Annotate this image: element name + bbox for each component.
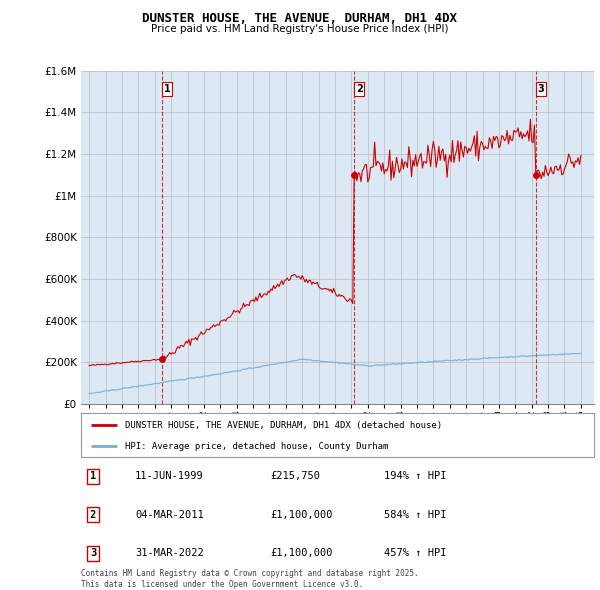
Text: 3: 3	[538, 84, 544, 94]
Text: Price paid vs. HM Land Registry's House Price Index (HPI): Price paid vs. HM Land Registry's House …	[151, 24, 449, 34]
Text: DUNSTER HOUSE, THE AVENUE, DURHAM, DH1 4DX: DUNSTER HOUSE, THE AVENUE, DURHAM, DH1 4…	[143, 12, 458, 25]
Text: DUNSTER HOUSE, THE AVENUE, DURHAM, DH1 4DX (detached house): DUNSTER HOUSE, THE AVENUE, DURHAM, DH1 4…	[125, 421, 442, 430]
Text: 2: 2	[90, 510, 96, 520]
Text: 2: 2	[356, 84, 362, 94]
Text: £1,100,000: £1,100,000	[270, 548, 332, 558]
Text: 04-MAR-2011: 04-MAR-2011	[135, 510, 204, 520]
Text: 3: 3	[90, 548, 96, 558]
Text: 584% ↑ HPI: 584% ↑ HPI	[384, 510, 446, 520]
Text: £215,750: £215,750	[270, 471, 320, 481]
Text: £1,100,000: £1,100,000	[270, 510, 332, 520]
Text: 11-JUN-1999: 11-JUN-1999	[135, 471, 204, 481]
Text: 1: 1	[90, 471, 96, 481]
Text: 457% ↑ HPI: 457% ↑ HPI	[384, 548, 446, 558]
Text: 1: 1	[164, 84, 170, 94]
Text: Contains HM Land Registry data © Crown copyright and database right 2025.
This d: Contains HM Land Registry data © Crown c…	[81, 569, 419, 589]
Text: HPI: Average price, detached house, County Durham: HPI: Average price, detached house, Coun…	[125, 442, 388, 451]
Text: 194% ↑ HPI: 194% ↑ HPI	[384, 471, 446, 481]
Text: 31-MAR-2022: 31-MAR-2022	[135, 548, 204, 558]
